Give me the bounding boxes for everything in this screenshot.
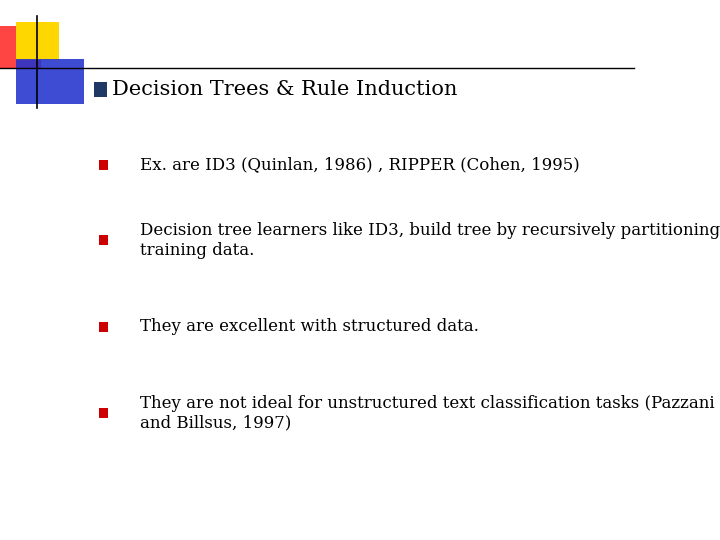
- FancyBboxPatch shape: [0, 26, 41, 68]
- FancyBboxPatch shape: [0, 26, 40, 69]
- Text: They are excellent with structured data.: They are excellent with structured data.: [140, 318, 480, 335]
- FancyBboxPatch shape: [16, 59, 84, 104]
- Text: They are not ideal for unstructured text classification tasks (Pazzani
and Bills: They are not ideal for unstructured text…: [140, 395, 715, 431]
- FancyBboxPatch shape: [0, 26, 40, 69]
- FancyBboxPatch shape: [0, 26, 40, 69]
- Bar: [94, 82, 107, 97]
- Text: Decision Trees & Rule Induction: Decision Trees & Rule Induction: [112, 79, 457, 99]
- Bar: [99, 321, 108, 332]
- Text: Ex. are ID3 (Quinlan, 1986) , RIPPER (Cohen, 1995): Ex. are ID3 (Quinlan, 1986) , RIPPER (Co…: [140, 156, 580, 173]
- Bar: [99, 235, 108, 245]
- Text: Decision tree learners like ID3, build tree by recursively partitioning
training: Decision tree learners like ID3, build t…: [140, 222, 720, 259]
- FancyBboxPatch shape: [0, 26, 41, 68]
- Bar: [99, 160, 108, 170]
- Bar: [99, 408, 108, 418]
- FancyBboxPatch shape: [16, 22, 59, 60]
- FancyBboxPatch shape: [0, 26, 40, 69]
- FancyBboxPatch shape: [0, 26, 40, 69]
- FancyBboxPatch shape: [0, 26, 40, 69]
